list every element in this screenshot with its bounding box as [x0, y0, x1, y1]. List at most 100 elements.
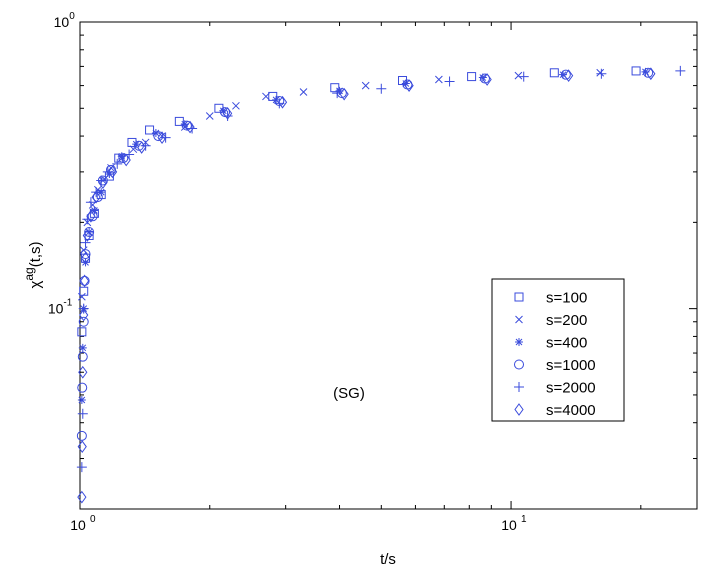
data-point: [98, 176, 108, 190]
legend-marker-star: [515, 338, 523, 346]
legend-entry-label: s=200: [546, 312, 587, 329]
data-point: [643, 67, 654, 78]
data-point: [564, 69, 574, 82]
legend-entry-label: s=400: [546, 335, 587, 352]
data-point: [549, 68, 559, 78]
data-point: [444, 76, 455, 87]
series-s-1000: [76, 67, 654, 441]
data-point: [81, 258, 90, 267]
legend-entry-label: s=1000: [546, 357, 596, 374]
data-point: [361, 81, 370, 90]
x-tick-exponent: 1: [521, 514, 527, 525]
legend-marker-plus: [514, 382, 524, 392]
data-point: [78, 303, 89, 314]
data-point: [185, 120, 195, 134]
minor-ticks: [80, 22, 697, 510]
x-tick-exponent: 0: [90, 514, 96, 525]
data-point: [77, 440, 87, 454]
data-point: [205, 112, 214, 120]
data-point: [137, 141, 147, 154]
data-point: [77, 396, 86, 405]
data-point: [77, 327, 87, 337]
data-point: [641, 67, 650, 76]
legend-entry-label: s=4000: [546, 402, 596, 419]
data-point: [518, 71, 529, 82]
data-point: [78, 365, 88, 379]
data-point: [140, 140, 151, 151]
data-point: [102, 166, 113, 177]
data-point: [232, 101, 240, 110]
data-point: [132, 140, 141, 149]
data-point: [174, 116, 184, 126]
data-point: [675, 65, 686, 76]
data-point: [631, 66, 641, 76]
data-point: [84, 227, 95, 238]
x-tick-label: 10: [70, 517, 86, 533]
data-point: [78, 292, 86, 301]
data-point: [153, 131, 164, 142]
data-point: [90, 206, 99, 215]
data-point: [219, 106, 228, 115]
data-point: [96, 175, 107, 186]
data-points: [76, 65, 686, 504]
data-point: [82, 229, 92, 242]
data-point: [435, 75, 443, 84]
data-point: [478, 73, 487, 82]
legend-marker-diamond: [514, 403, 524, 416]
data-point: [80, 251, 91, 265]
data-point: [596, 68, 607, 79]
series-s-4000: [77, 67, 656, 504]
data-point: [77, 382, 88, 393]
data-point: [79, 308, 89, 322]
data-point: [272, 95, 281, 104]
data-point: [87, 211, 98, 222]
legend-marker-square: [514, 292, 524, 302]
data-point: [85, 197, 96, 208]
data-point: [114, 153, 124, 163]
data-point: [560, 69, 571, 80]
data-point: [78, 316, 89, 327]
legend: s=100 s=200 s=400 s=1000 s=2000 s=4000: [491, 278, 625, 422]
y-axis-label-sup: ag: [22, 267, 36, 280]
data-point: [335, 86, 344, 95]
data-point: [559, 70, 568, 79]
data-point: [514, 71, 523, 80]
data-point: [401, 79, 410, 88]
data-point: [77, 351, 88, 362]
legend-marker-x: [515, 315, 523, 324]
data-point: [112, 158, 123, 169]
data-point: [86, 209, 96, 223]
data-point: [277, 95, 288, 109]
data-point: [376, 83, 387, 94]
data-point: [222, 107, 233, 120]
data-point: [76, 462, 87, 473]
y-axis-label-base: χ: [27, 281, 44, 289]
x-axis-label: t/s: [380, 551, 396, 568]
data-point: [76, 430, 87, 441]
data-point: [339, 87, 349, 101]
data-point: [180, 120, 189, 129]
data-point: [181, 120, 192, 131]
major-ticks: [79, 21, 697, 509]
data-point: [596, 68, 605, 77]
data-point: [467, 72, 477, 82]
legend-box: [491, 278, 625, 422]
data-point: [91, 190, 101, 204]
y-tick-exponent: -1: [63, 298, 72, 309]
data-point: [299, 88, 308, 96]
y-tick-label: 10: [48, 301, 64, 317]
data-point: [158, 132, 166, 140]
tick-labels: 10 0 10 110 -110 0: [48, 11, 527, 533]
y-tick-label: 10: [54, 14, 70, 30]
data-point: [97, 188, 106, 197]
data-point: [80, 249, 91, 260]
data-point: [482, 73, 492, 86]
data-point: [330, 83, 340, 93]
data-point: [646, 67, 656, 81]
legend-entry-label: s=2000: [546, 380, 596, 397]
data-point: [118, 153, 129, 164]
data-point: [80, 274, 90, 288]
plot-frame: [79, 21, 698, 510]
data-point: [121, 153, 131, 167]
y-tick-exponent: 0: [69, 11, 75, 22]
